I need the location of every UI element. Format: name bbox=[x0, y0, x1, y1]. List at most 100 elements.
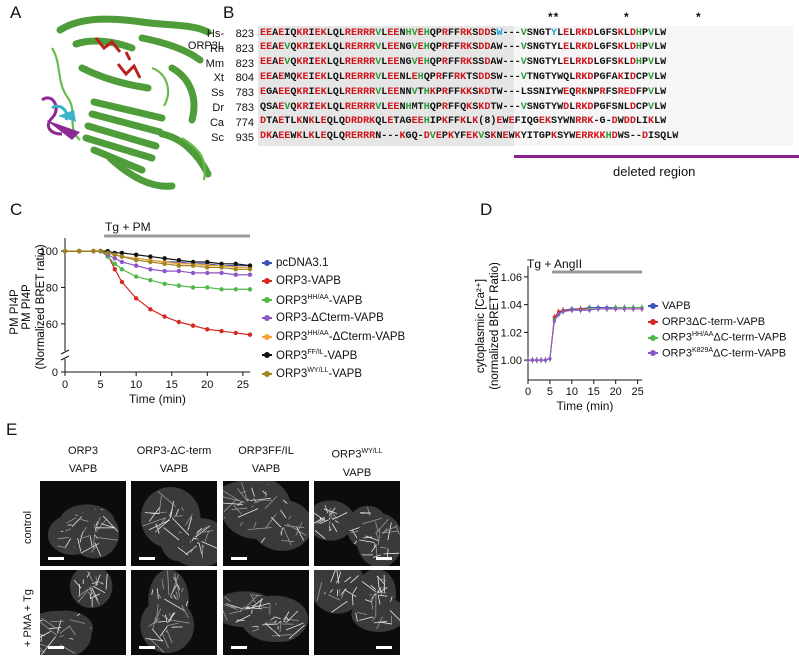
residue-position: 823 bbox=[235, 28, 254, 40]
sequence-alignment: ** * * Hs-ORP3L 823 EEAEIQKRIEKLQLRERRRVLE… bbox=[188, 10, 799, 202]
er-tubule bbox=[377, 587, 382, 594]
legend-label: ORP3 bbox=[276, 331, 308, 344]
legend-label-superscript: HH/AA bbox=[307, 293, 329, 301]
er-tubule bbox=[282, 615, 287, 621]
data-point bbox=[233, 330, 238, 336]
er-tubule bbox=[68, 626, 76, 636]
series-line bbox=[528, 308, 642, 361]
residue-position: 823 bbox=[235, 42, 254, 55]
er-tubule bbox=[251, 487, 255, 497]
er-tubule bbox=[314, 516, 325, 524]
x-tick-label: 20 bbox=[610, 386, 622, 398]
microscopy-image bbox=[131, 481, 217, 566]
data-point bbox=[176, 268, 182, 274]
er-tubule bbox=[82, 535, 91, 539]
sequence-text: QSAEVQKRIEKLQLRERRRVLEENHMTHQPRFFQKSKDTW… bbox=[260, 101, 667, 113]
data-point bbox=[119, 259, 125, 265]
er-tubule bbox=[91, 581, 100, 584]
er-tubule bbox=[181, 507, 184, 511]
legend-label-superscript: HH/AA bbox=[307, 330, 329, 338]
x-axis-label: Time (min) bbox=[557, 399, 614, 412]
legend-swatch bbox=[262, 278, 272, 285]
er-tubule bbox=[280, 527, 284, 534]
legend-label-suffix: -VAPB bbox=[328, 294, 363, 307]
er-tubule bbox=[204, 530, 210, 542]
legend-entry: ORP3-VAPB bbox=[262, 275, 341, 287]
er-tubule bbox=[87, 591, 92, 596]
er-tubule bbox=[190, 545, 197, 553]
cell-body bbox=[70, 509, 119, 559]
er-tubule bbox=[90, 593, 100, 599]
scale-bar bbox=[139, 557, 155, 560]
legend-entry: pcDNA3.1 bbox=[262, 257, 328, 269]
er-tubule bbox=[376, 588, 381, 593]
er-tubule bbox=[105, 573, 108, 590]
column-header-line1: ORP3FF/IL bbox=[238, 445, 294, 457]
cell-network bbox=[223, 481, 309, 551]
data-point bbox=[247, 287, 253, 292]
er-tubule bbox=[223, 498, 238, 513]
er-tubule bbox=[245, 602, 271, 610]
er-tubule bbox=[93, 524, 97, 531]
data-point bbox=[176, 257, 182, 263]
data-point bbox=[247, 263, 253, 268]
cell-body bbox=[223, 481, 284, 523]
er-tubule bbox=[359, 539, 375, 543]
er-tubule bbox=[95, 574, 101, 586]
er-tubule bbox=[361, 581, 376, 592]
data-point bbox=[119, 250, 125, 256]
data-point bbox=[539, 358, 543, 362]
er-tubule bbox=[231, 507, 248, 511]
er-tubule bbox=[328, 525, 331, 531]
data-point bbox=[570, 308, 574, 312]
er-tubule bbox=[280, 509, 287, 518]
legend-label: ORP3 bbox=[276, 349, 308, 362]
er-tubule bbox=[236, 619, 245, 622]
data-point bbox=[205, 265, 210, 270]
data-point bbox=[162, 268, 167, 274]
er-tubule bbox=[223, 603, 238, 611]
data-point bbox=[614, 307, 618, 311]
column-header-line1: ORP3 bbox=[331, 448, 362, 461]
er-tubule bbox=[202, 544, 205, 548]
legend-label-superscript: HH/AA bbox=[691, 331, 714, 338]
data-point bbox=[219, 265, 224, 270]
data-point bbox=[247, 267, 253, 272]
microscopy-image bbox=[131, 570, 217, 655]
sequence-text: DKAEEWKLKLEQLQRERRRN---KGQ-DVEPKYFEKVSKN… bbox=[260, 131, 679, 143]
legend-swatch bbox=[262, 352, 272, 359]
x-tick-label: 5 bbox=[547, 386, 553, 398]
legend-label-suffix: -VAPB bbox=[323, 349, 358, 362]
chart-d-treatment-label: Tg + AngII bbox=[527, 257, 583, 271]
data-point bbox=[162, 256, 167, 261]
data-point bbox=[247, 272, 253, 277]
er-tubule bbox=[390, 596, 393, 602]
er-tubule bbox=[96, 537, 119, 541]
sequence-text: EGAEEQKRIEKLQLRERRRVLEENNVTHKPRFFKKSKDTW… bbox=[260, 86, 667, 98]
er-tubule bbox=[357, 611, 368, 616]
series-line bbox=[528, 308, 642, 361]
legend-entry: ORP3-ΔCterm-VAPB bbox=[262, 312, 384, 324]
er-tubule bbox=[223, 490, 243, 504]
er-tubule bbox=[69, 619, 86, 624]
data-point bbox=[530, 358, 534, 362]
er-tubule bbox=[323, 592, 326, 595]
data-point bbox=[557, 312, 561, 316]
legend-marker bbox=[650, 334, 656, 341]
er-tubule bbox=[155, 523, 160, 534]
er-tubule bbox=[167, 570, 170, 595]
er-tubule bbox=[161, 579, 164, 589]
legend-swatch bbox=[648, 334, 658, 341]
er-tubule bbox=[371, 544, 377, 553]
er-tubule bbox=[57, 631, 59, 634]
data-point bbox=[190, 285, 196, 290]
er-tubule bbox=[233, 505, 242, 515]
er-tubule bbox=[331, 516, 335, 520]
er-tubule bbox=[148, 637, 164, 653]
legend-swatch bbox=[648, 318, 658, 325]
er-tubule bbox=[151, 589, 154, 595]
cell-network bbox=[140, 486, 217, 566]
conserved-star-3: * bbox=[696, 10, 701, 24]
er-tubule bbox=[71, 516, 83, 527]
legend-label-suffix: -ΔCterm-VAPB bbox=[328, 331, 406, 344]
